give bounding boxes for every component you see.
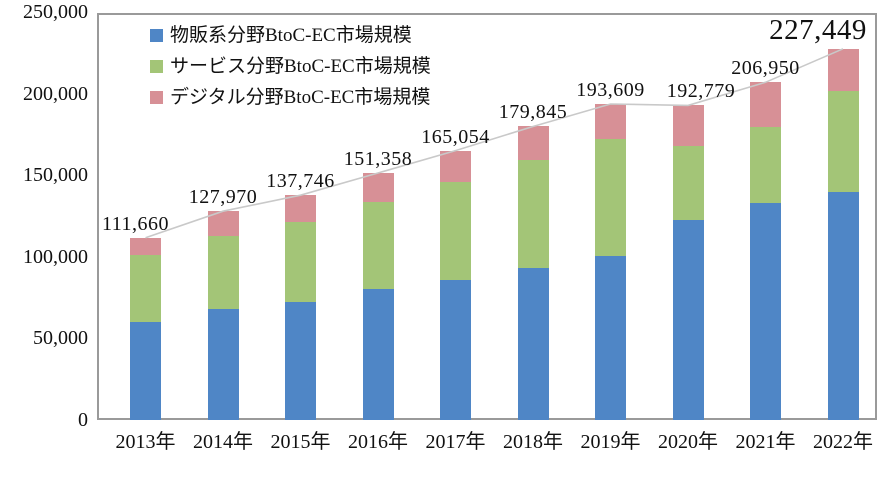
bar-segment-2018年-s0	[517, 268, 549, 420]
total-label-2017年: 165,054	[421, 125, 490, 148]
x-axis-label-2014年: 2014年	[193, 431, 253, 453]
bar-segment-2022年-s0	[827, 191, 859, 420]
bar-segment-2019年-s0	[595, 255, 626, 420]
bar-segment-2020年-s2	[672, 105, 704, 146]
bar-segment-2019年-s1	[595, 138, 626, 256]
bar-segment-2017年-s1	[440, 182, 471, 280]
x-axis-label-2018年: 2018年	[503, 431, 563, 453]
total-label-2019年: 193,609	[576, 79, 645, 102]
x-axis-label-2019年: 2019年	[580, 431, 641, 453]
x-axis-label-2022年: 2022年	[813, 431, 873, 453]
bar-segment-2022年-s1	[827, 91, 859, 192]
legend-swatch-goods	[150, 29, 163, 42]
bar-segment-2020年-s1	[672, 145, 704, 221]
y-axis-tick-label: 50,000	[33, 327, 88, 350]
total-label-2015年: 137,746	[266, 170, 335, 193]
legend-swatch-services	[150, 60, 163, 73]
legend-item-digital: デジタル分野BtoC-EC市場規模	[150, 86, 431, 109]
legend-label-digital: デジタル分野BtoC-EC市場規模	[170, 87, 431, 108]
x-axis-label-2021年: 2021年	[735, 431, 796, 453]
x-axis-label-2013年: 2013年	[115, 431, 176, 453]
total-label-2022年: 227,449	[769, 13, 867, 46]
total-label-2013年: 111,660	[101, 212, 169, 235]
total-label-2021年: 206,950	[731, 57, 800, 80]
y-axis-tick-label: 150,000	[23, 164, 88, 187]
total-label-2018年: 179,845	[498, 101, 568, 124]
bar-segment-2021年-s1	[750, 127, 781, 204]
total-label-2016年: 151,358	[343, 147, 413, 170]
bar-segment-2013年-s1	[130, 254, 161, 323]
x-axis-label-2016年: 2016年	[348, 431, 408, 453]
bar-segment-2016年-s1	[362, 202, 394, 290]
bar-segment-2015年-s1	[285, 221, 316, 302]
total-label-2020年: 192,779	[666, 80, 736, 103]
x-axis-label-2017年: 2017年	[425, 431, 486, 453]
total-label-2014年: 127,970	[188, 186, 258, 209]
y-axis-tick-label: 250,000	[23, 1, 88, 23]
bar-segment-2014年-s0	[207, 308, 239, 420]
y-axis-tick-label: 0	[78, 409, 88, 431]
bar-segment-2016年-s0	[362, 289, 394, 420]
legend-item-services: サービス分野BtoC-EC市場規模	[150, 55, 431, 78]
legend-item-goods: 物販系分野BtoC-EC市場規模	[150, 24, 431, 47]
bar-segment-2018年-s1	[517, 159, 549, 269]
bar-segment-2013年-s0	[130, 322, 161, 420]
bar-segment-2013年-s2	[130, 237, 161, 255]
legend-label-goods: 物販系分野BtoC-EC市場規模	[170, 25, 412, 46]
legend-label-services: サービス分野BtoC-EC市場規模	[170, 56, 431, 77]
y-axis-tick-label: 100,000	[23, 245, 88, 268]
bar-segment-2021年-s0	[750, 203, 781, 420]
legend-swatch-digital	[150, 91, 163, 104]
bar-segment-2015年-s0	[285, 301, 316, 420]
bar-segment-2020年-s0	[672, 220, 704, 420]
y-axis-tick-label: 200,000	[23, 82, 88, 105]
x-axis-label-2015年: 2015年	[270, 431, 331, 453]
legend: 物販系分野BtoC-EC市場規模 サービス分野BtoC-EC市場規模 デジタル分…	[150, 24, 431, 109]
bar-segment-2014年-s1	[207, 235, 239, 309]
x-axis-label-2020年: 2020年	[658, 431, 718, 453]
bar-segment-2017年-s0	[440, 279, 471, 420]
